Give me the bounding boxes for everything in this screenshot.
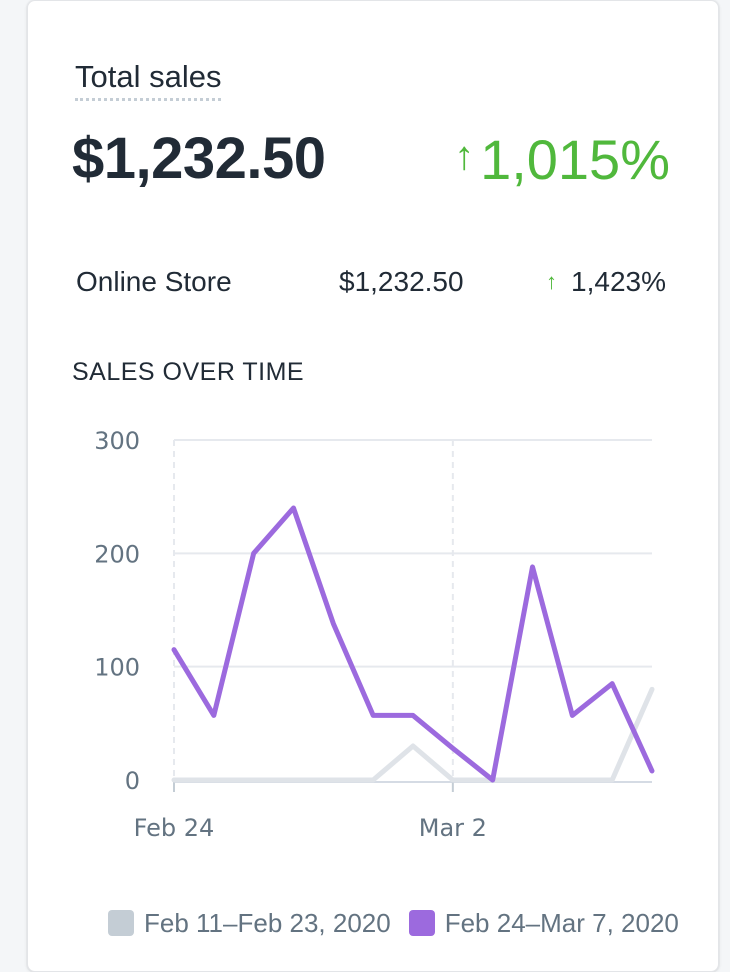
y-tick-label: 200	[94, 540, 140, 568]
y-tick-label: 0	[125, 767, 140, 795]
legend-item[interactable]: Feb 24–Mar 7, 2020	[409, 906, 679, 940]
x-tick-label: Feb 24	[134, 814, 215, 842]
legend-label: Feb 24–Mar 7, 2020	[445, 906, 679, 940]
chart-legend: Feb 11–Feb 23, 2020 Feb 24–Mar 7, 2020	[108, 906, 697, 940]
sales-over-time-chart: 0 100 200 300 Feb 24 Mar 2	[0, 0, 730, 880]
series-line-previous-period	[174, 689, 652, 780]
y-tick-label: 300	[94, 427, 140, 455]
series-line-current-period	[174, 508, 652, 780]
legend-label: Feb 11–Feb 23, 2020	[144, 906, 391, 940]
x-tick-label: Mar 2	[419, 814, 487, 842]
legend-item[interactable]: Feb 11–Feb 23, 2020	[108, 906, 391, 940]
legend-swatch	[409, 910, 435, 936]
y-tick-label: 100	[94, 654, 140, 682]
legend-swatch	[108, 910, 134, 936]
